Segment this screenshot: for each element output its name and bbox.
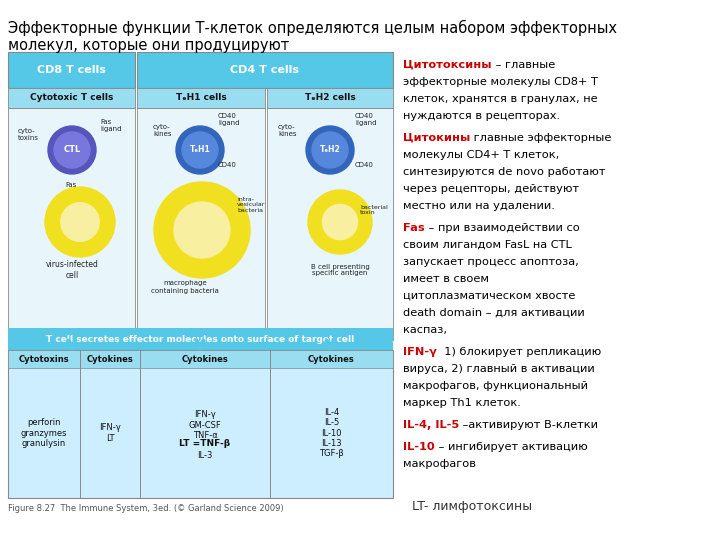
Text: T cell secretes effector molecules onto surface of target cell: T cell secretes effector molecules onto … (46, 334, 355, 343)
Text: молекул, которые они продуцируют: молекул, которые они продуцируют (8, 38, 289, 53)
Text: запускает процесс апоптоза,: запускает процесс апоптоза, (403, 257, 579, 267)
Text: – при взаимодействии со: – при взаимодействии со (425, 223, 580, 233)
Text: TₑH2 cells: TₑH2 cells (305, 93, 356, 103)
Text: CD8 T cells: CD8 T cells (37, 65, 106, 75)
Text: 1) блокирует репликацию: 1) блокирует репликацию (437, 347, 601, 357)
Text: CD40: CD40 (218, 162, 237, 168)
Text: CD40: CD40 (355, 162, 374, 168)
Text: цитоплазматическом хвосте: цитоплазматическом хвосте (403, 291, 575, 301)
FancyBboxPatch shape (8, 350, 393, 498)
Text: – главные: – главные (492, 60, 554, 70)
Text: своим лигандом FasL на CTL: своим лигандом FasL на CTL (403, 240, 572, 250)
Text: Cytotoxins: Cytotoxins (19, 354, 69, 363)
Text: Цитотоксины: Цитотоксины (403, 60, 492, 70)
FancyBboxPatch shape (8, 52, 135, 88)
Text: cyto-
kines: cyto- kines (278, 124, 297, 137)
Text: Fas: Fas (403, 223, 425, 233)
FancyBboxPatch shape (137, 88, 265, 108)
FancyBboxPatch shape (267, 88, 393, 108)
Text: virus-infected
cell: virus-infected cell (45, 260, 99, 280)
Text: Cytokines: Cytokines (308, 354, 355, 363)
Text: местно или на удалении.: местно или на удалении. (403, 201, 555, 211)
Circle shape (154, 182, 250, 278)
Text: CD4 T cells: CD4 T cells (230, 65, 300, 75)
Circle shape (176, 126, 224, 174)
Text: CD40
ligand: CD40 ligand (355, 113, 377, 126)
FancyBboxPatch shape (137, 52, 393, 88)
Text: Fas
ligand: Fas ligand (100, 118, 122, 132)
FancyBboxPatch shape (8, 350, 393, 368)
Circle shape (182, 132, 218, 168)
Circle shape (60, 202, 99, 241)
Circle shape (323, 205, 358, 240)
Text: нуждаются в рецепторах.: нуждаются в рецепторах. (403, 111, 560, 121)
Circle shape (312, 132, 348, 168)
Text: B cell presenting
specific antigen: B cell presenting specific antigen (310, 264, 369, 276)
Text: death domain – для активации: death domain – для активации (403, 308, 585, 318)
Text: LT =TNF-β: LT =TNF-β (179, 438, 230, 448)
Text: маркер Th1 клеток.: маркер Th1 клеток. (403, 398, 521, 408)
FancyBboxPatch shape (8, 108, 135, 340)
Text: Эффекторные функции Т-клеток определяются целым набором эффекторных: Эффекторные функции Т-клеток определяютс… (8, 20, 617, 36)
Text: Figure 8.27  The Immune System, 3ed. (© Garland Science 2009): Figure 8.27 The Immune System, 3ed. (© G… (8, 504, 284, 513)
Text: –активируют В-клетки: –активируют В-клетки (459, 420, 598, 430)
Text: IL-4, IL-5: IL-4, IL-5 (403, 420, 459, 430)
Text: Цитокины: Цитокины (403, 133, 470, 143)
Text: через рецепторы, действуют: через рецепторы, действуют (403, 184, 579, 194)
Text: – ингибирует активацию: – ингибирует активацию (435, 442, 588, 452)
Text: эффекторные молекулы CD8+ Т: эффекторные молекулы CD8+ Т (403, 77, 598, 87)
Text: cyto-
kines: cyto- kines (153, 124, 171, 137)
Circle shape (54, 132, 90, 168)
Text: bacterial
toxin: bacterial toxin (360, 205, 388, 215)
Text: главные эффекторные: главные эффекторные (470, 133, 611, 143)
Text: LT- лимфотоксины: LT- лимфотоксины (400, 500, 532, 513)
Text: TₑH1: TₑH1 (189, 145, 210, 154)
Text: intra-
vesicular
bacteria: intra- vesicular bacteria (237, 197, 266, 213)
Text: IFN-γ
GM-CSF
TNF-α: IFN-γ GM-CSF TNF-α (189, 410, 221, 440)
Circle shape (48, 126, 96, 174)
Text: IL-4
IL-5
IL-10
IL-13
TGF-β: IL-4 IL-5 IL-10 IL-13 TGF-β (319, 408, 344, 458)
Text: CD40
ligand: CD40 ligand (218, 113, 240, 126)
FancyBboxPatch shape (8, 88, 135, 108)
Text: IL-10: IL-10 (403, 442, 435, 452)
Text: клеток, хранятся в гранулах, не: клеток, хранятся в гранулах, не (403, 94, 598, 104)
Text: IL-3: IL-3 (197, 450, 212, 460)
Text: TₑH2: TₑH2 (320, 145, 341, 154)
Text: IFN-γ
LT: IFN-γ LT (99, 423, 121, 443)
Text: вируса, 2) главный в активации: вируса, 2) главный в активации (403, 364, 595, 374)
Text: каспаз,: каспаз, (403, 325, 447, 335)
FancyBboxPatch shape (8, 328, 393, 350)
Text: макрофагов: макрофагов (403, 459, 476, 469)
Text: Fas: Fas (65, 182, 76, 188)
Circle shape (174, 202, 230, 258)
Text: CTL: CTL (63, 145, 81, 154)
Text: Cytokines: Cytokines (86, 354, 133, 363)
Text: Cytokines: Cytokines (181, 354, 228, 363)
Circle shape (306, 126, 354, 174)
Text: макрофагов, функциональный: макрофагов, функциональный (403, 381, 588, 391)
Text: macrophage
containing bacteria: macrophage containing bacteria (151, 280, 219, 294)
Text: cyto-
toxins: cyto- toxins (18, 129, 39, 141)
Text: perforin
granzymes
granulysin: perforin granzymes granulysin (21, 418, 67, 448)
Circle shape (308, 190, 372, 254)
Text: IFN-γ: IFN-γ (403, 347, 437, 357)
Text: TₑH1 cells: TₑH1 cells (176, 93, 226, 103)
FancyBboxPatch shape (267, 108, 393, 340)
Text: Cytotoxic T cells: Cytotoxic T cells (30, 93, 113, 103)
Text: имеет в своем: имеет в своем (403, 274, 489, 284)
Text: молекулы CD4+ Т клеток,: молекулы CD4+ Т клеток, (403, 150, 559, 160)
FancyBboxPatch shape (137, 108, 265, 340)
Circle shape (45, 187, 115, 257)
Text: синтезируются de novo работают: синтезируются de novo работают (403, 167, 606, 177)
